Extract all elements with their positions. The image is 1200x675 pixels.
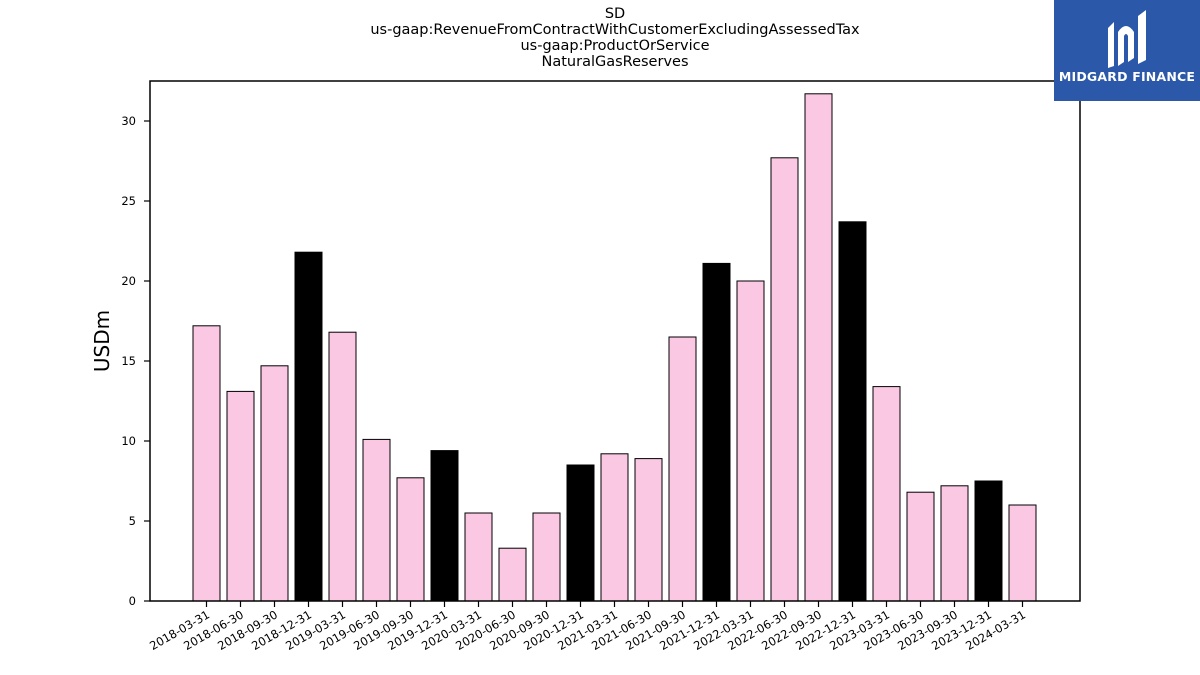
chart-title-line-1: SD <box>604 6 626 22</box>
bar-2020-06-30 <box>498 547 527 602</box>
bar-2022-06-30 <box>770 157 799 602</box>
bar-2019-12-31 <box>430 450 459 602</box>
chart-title-line-4: NaturalGasReserves <box>541 54 689 70</box>
chart-title: SD us-gaap:RevenueFromContractWithCustom… <box>150 6 1080 70</box>
bar-2020-03-31 <box>464 512 493 602</box>
midgard-logo-icon <box>1108 10 1146 68</box>
y-axis-label: USDm <box>90 310 114 372</box>
y-tick-label-25: 25 <box>121 194 136 208</box>
bar-2019-06-30 <box>362 438 391 602</box>
bar-2020-12-31 <box>566 464 595 602</box>
bar-2019-03-31 <box>328 331 357 602</box>
y-tick-label-20: 20 <box>121 274 136 288</box>
y-tick-label-30: 30 <box>121 114 136 128</box>
y-tick-label-0: 0 <box>129 594 136 608</box>
bar-2018-09-30 <box>260 365 289 602</box>
bar-2018-06-30 <box>226 390 255 602</box>
chart-title-line-3: us-gaap:ProductOrService <box>520 38 710 54</box>
y-tick-label-15: 15 <box>121 354 136 368</box>
y-tick-label-10: 10 <box>121 434 136 448</box>
bar-2023-03-31 <box>872 386 901 602</box>
bar-2023-12-31 <box>974 480 1003 602</box>
bar-2024-03-31 <box>1008 504 1037 602</box>
brand-name: MIDGARD FINANCE <box>1058 69 1196 84</box>
y-tick-label-5: 5 <box>129 514 136 528</box>
chart-title-line-2: us-gaap:RevenueFromContractWithCustomerE… <box>370 22 860 38</box>
bar-2021-06-30 <box>634 458 663 602</box>
bar-2018-12-31 <box>294 251 323 602</box>
bar-2022-09-30 <box>804 93 833 602</box>
bar-2020-09-30 <box>532 512 561 602</box>
bar-2023-06-30 <box>906 491 935 602</box>
bar-2018-03-31 <box>192 325 221 602</box>
bar-2021-03-31 <box>600 453 629 602</box>
bar-2021-09-30 <box>668 336 697 602</box>
brand-logo: MIDGARD FINANCE <box>1054 0 1200 101</box>
bar-2021-12-31 <box>702 262 731 602</box>
bar-2022-03-31 <box>736 280 765 602</box>
bar-2022-12-31 <box>838 221 867 602</box>
bar-2019-09-30 <box>396 477 425 602</box>
bar-2023-09-30 <box>940 485 969 602</box>
